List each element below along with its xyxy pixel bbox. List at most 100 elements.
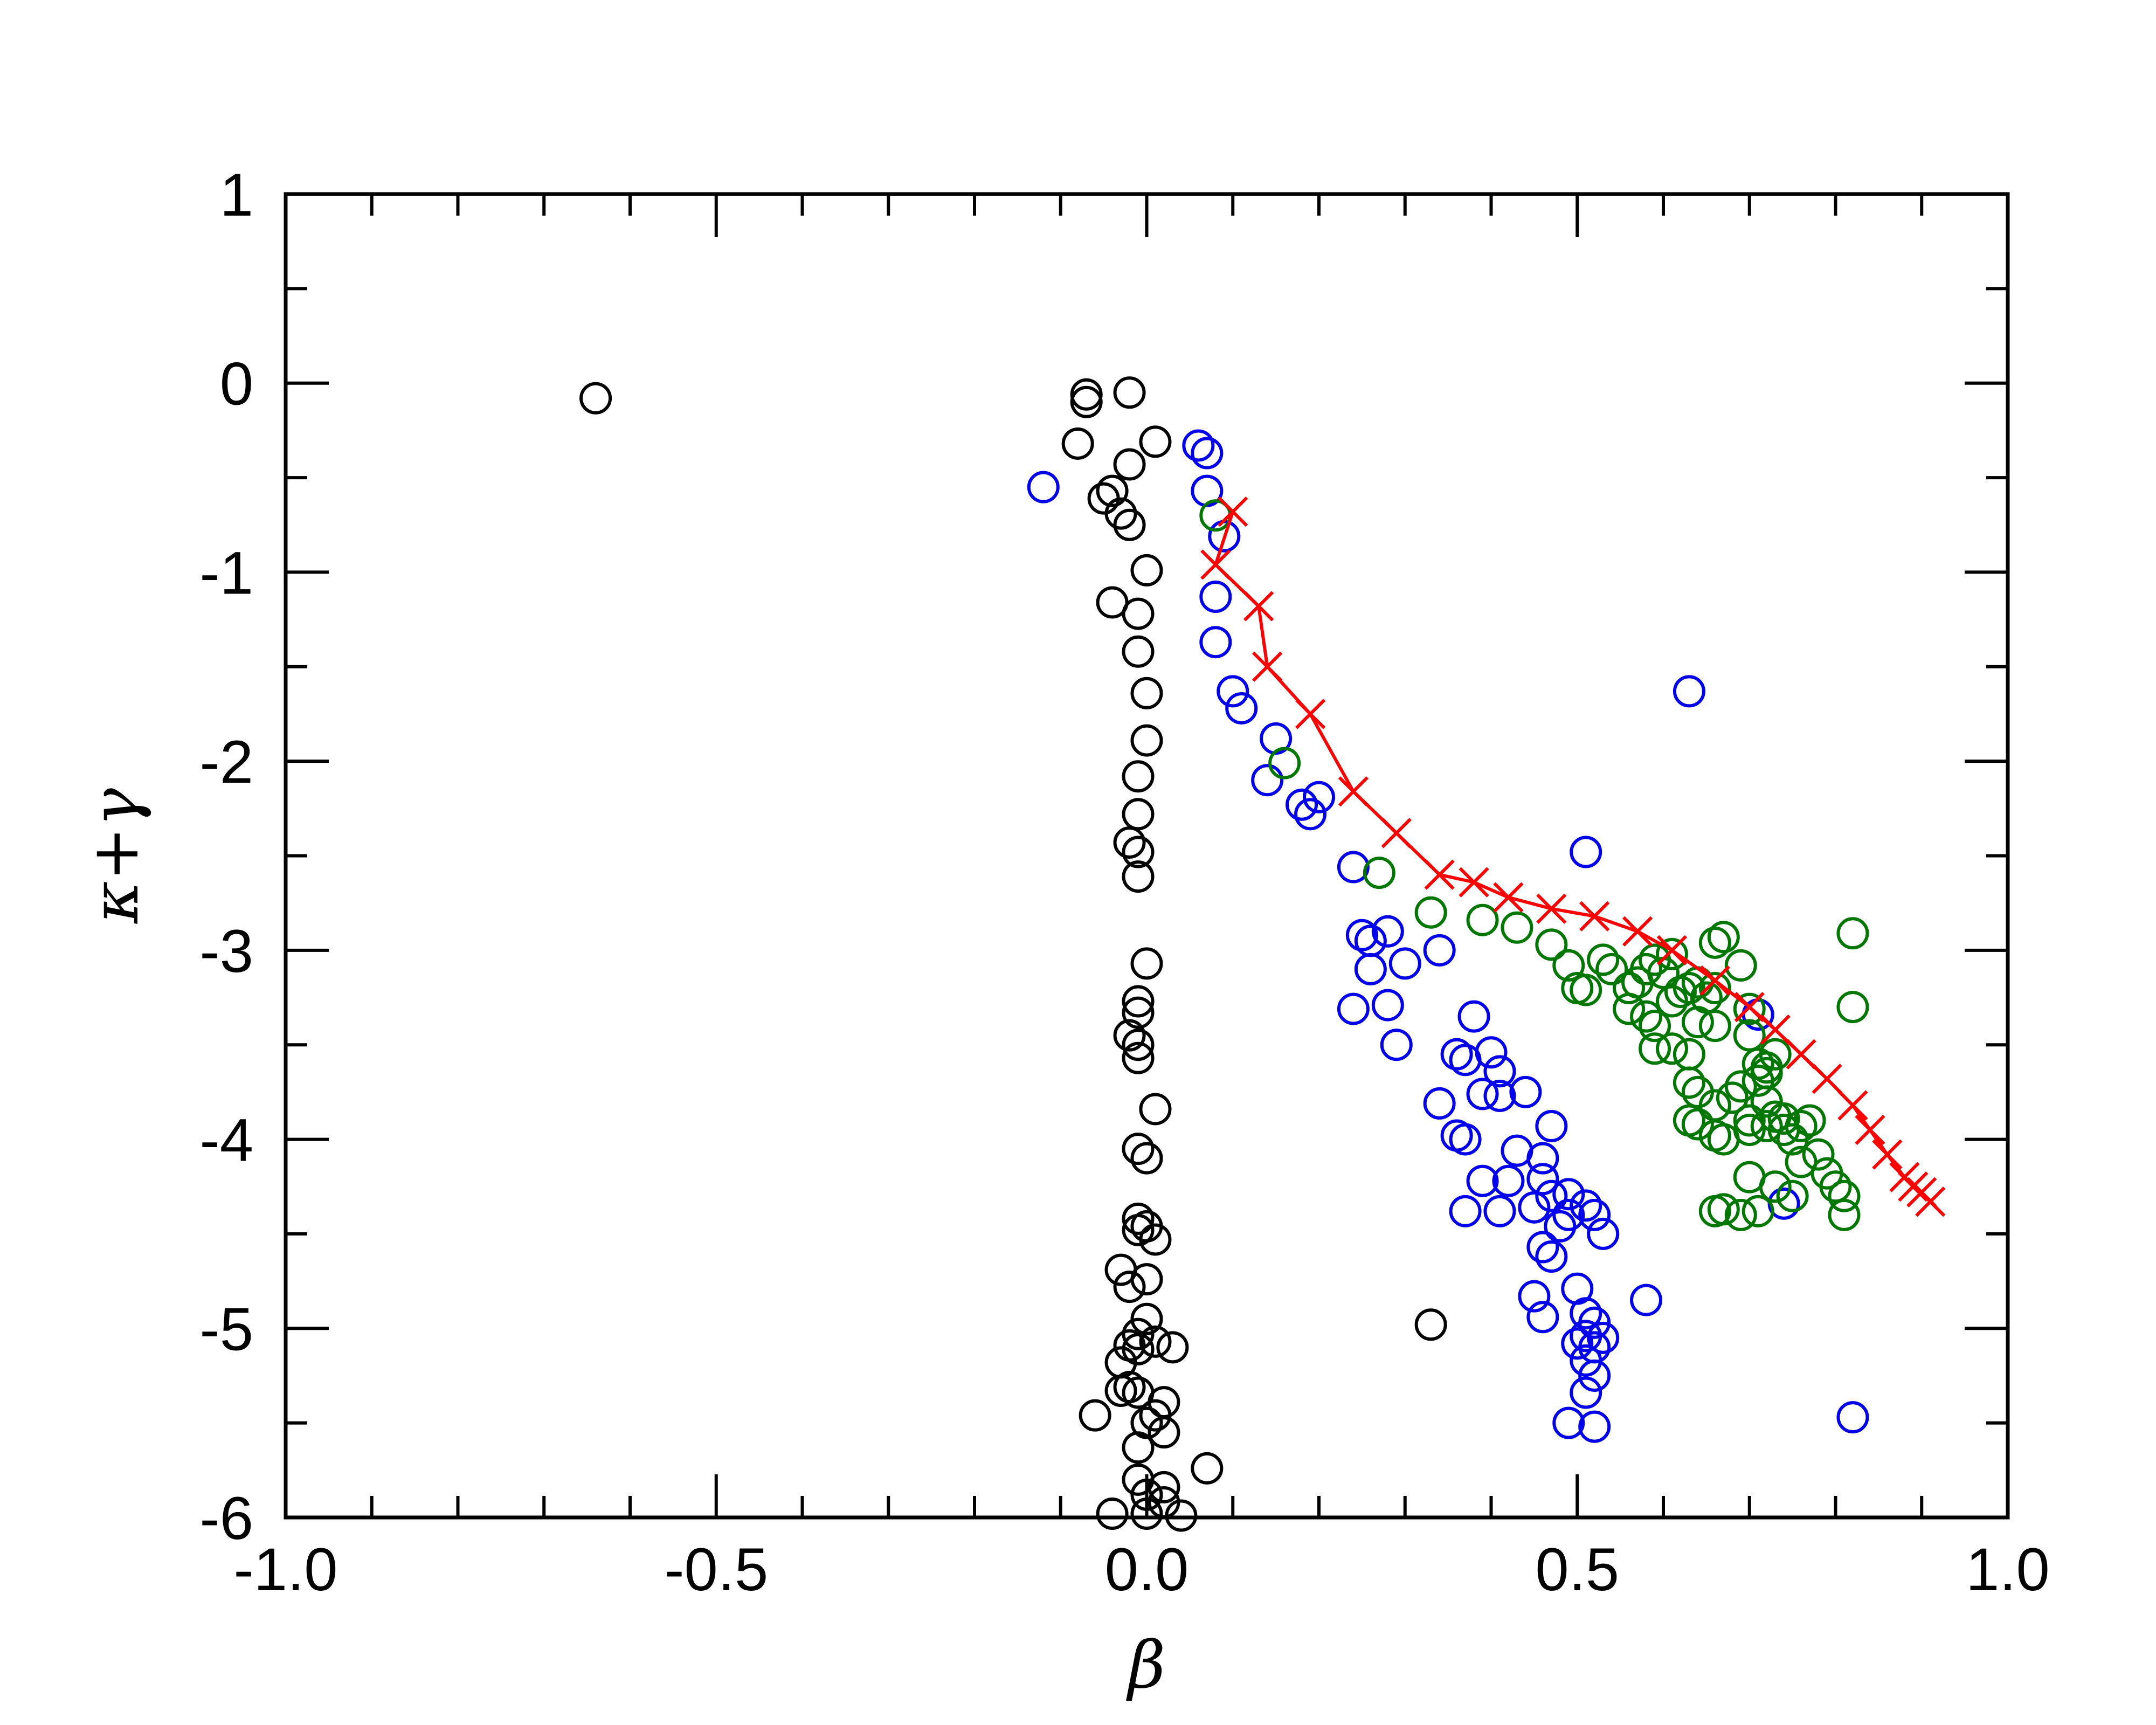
data-point [1345, 919, 1378, 951]
data-point [1535, 928, 1568, 961]
data-point [1526, 1142, 1559, 1175]
data-point [1027, 471, 1060, 503]
data-point [1750, 1051, 1783, 1084]
data-point-x [1459, 867, 1489, 898]
data-point-x [1656, 935, 1688, 965]
data-point [1104, 1375, 1137, 1407]
data-point-x [1760, 1015, 1791, 1045]
data-point [1724, 949, 1757, 982]
y-axis-label: κ+γ [78, 788, 153, 924]
data-point [1130, 1142, 1163, 1175]
data-point-x [1200, 549, 1231, 580]
data-point [1535, 1240, 1568, 1273]
data-point [1139, 425, 1172, 458]
data-point [1785, 1110, 1818, 1143]
data-point [1122, 1431, 1155, 1464]
x-tick-label: -1.0 [234, 1536, 338, 1603]
data-point [1733, 992, 1766, 1025]
data-point [1819, 1170, 1852, 1203]
data-point [1457, 1000, 1490, 1033]
data-point [1836, 917, 1869, 950]
data-point-x [1786, 1039, 1816, 1070]
data-point [1414, 896, 1447, 929]
data-point [1139, 1093, 1172, 1126]
x-tick-label: 0.0 [1105, 1536, 1189, 1603]
data-point [1122, 1213, 1155, 1246]
data-point [1423, 934, 1456, 967]
data-point-x [1424, 859, 1455, 890]
data-point [1698, 1010, 1731, 1043]
data-point [1354, 924, 1387, 957]
data-point-x [1855, 1114, 1885, 1146]
data-point [1570, 836, 1602, 868]
data-point [1767, 1102, 1800, 1135]
data-point [1742, 1195, 1774, 1227]
data-point-x [1295, 699, 1326, 729]
data-point [1655, 937, 1688, 970]
data-point [1639, 1032, 1671, 1065]
data-point [1578, 1198, 1611, 1231]
data-point [1380, 1029, 1413, 1061]
data-point [1776, 1179, 1809, 1212]
data-point [1483, 1055, 1516, 1088]
data-point [1130, 677, 1163, 709]
data-point [1518, 1280, 1551, 1313]
plot-frame [284, 192, 2010, 1520]
data-point [1509, 1075, 1542, 1108]
data-point [1113, 1019, 1146, 1052]
data-point [1724, 1070, 1757, 1103]
y-tick-label: -4 [199, 1107, 253, 1174]
data-point [1587, 943, 1620, 976]
data-point [1750, 1085, 1783, 1118]
data-point [1570, 1320, 1602, 1353]
y-tick-label: 1 [220, 161, 253, 229]
data-point [1122, 836, 1155, 868]
data-point [1449, 1195, 1482, 1227]
data-point [1363, 857, 1395, 889]
data-point [1130, 1263, 1163, 1296]
series-0 [579, 376, 1447, 1532]
data-point [1122, 1029, 1155, 1061]
data-point [1681, 1006, 1714, 1039]
data-point-x [1243, 591, 1274, 622]
data-point [1483, 1079, 1516, 1112]
data-point [1570, 1297, 1602, 1330]
data-point-x [1812, 1064, 1842, 1094]
data-point [1070, 385, 1103, 418]
data-point [1733, 1114, 1766, 1147]
data-point-x [1493, 882, 1524, 913]
data-point [1501, 911, 1533, 944]
data-point [1526, 1301, 1559, 1334]
x-tick-label: -0.5 [664, 1536, 768, 1603]
data-point [1785, 1146, 1818, 1178]
data-point [1354, 953, 1387, 985]
data-point [1130, 724, 1163, 757]
data-point [1294, 798, 1327, 831]
data-point [1139, 1223, 1172, 1256]
data-point [1655, 1032, 1688, 1065]
data-point [1104, 497, 1137, 530]
data-point [1148, 1471, 1180, 1503]
data-point [1139, 1325, 1172, 1358]
data-point [1337, 992, 1370, 1025]
data-point [1561, 1327, 1594, 1360]
series-1 [1027, 429, 1869, 1443]
data-point [1122, 1041, 1155, 1074]
y-tick-label: -6 [199, 1485, 253, 1552]
data-point [1570, 974, 1602, 1006]
data-point [1578, 1410, 1611, 1443]
data-point [1750, 1110, 1783, 1143]
data-point [1526, 1163, 1559, 1196]
data-point [1440, 1038, 1473, 1071]
data-point [1535, 1110, 1568, 1143]
data-point [1733, 1104, 1766, 1137]
data-point [1156, 1331, 1189, 1364]
data-point [1096, 1497, 1129, 1530]
data-point [1449, 1123, 1482, 1156]
data-point [1070, 378, 1103, 411]
data-point [1544, 1210, 1577, 1243]
data-point [1122, 760, 1155, 793]
data-point [1681, 1108, 1714, 1141]
data-point [1552, 1406, 1585, 1439]
